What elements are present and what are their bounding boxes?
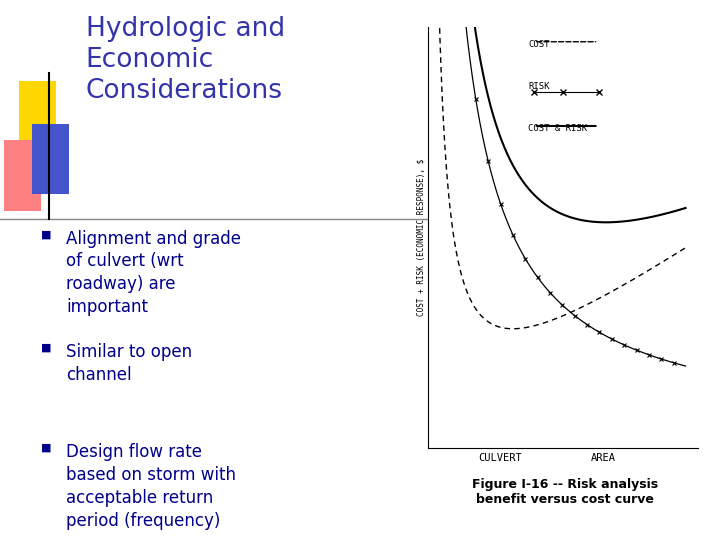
COST <box>580 302 589 309</box>
Text: COST & RISK: COST & RISK <box>528 124 588 133</box>
COST <box>621 281 629 287</box>
COST <box>681 245 690 251</box>
Y-axis label: COST + RISK (ECONOMIC RESPONSE), $: COST + RISK (ECONOMIC RESPONSE), $ <box>417 159 426 316</box>
Bar <box>4 140 41 211</box>
COST <box>546 318 555 324</box>
Line: RISK: RISK <box>436 0 688 368</box>
RISK <box>620 342 629 348</box>
COST & RISK <box>621 218 629 225</box>
COST & RISK <box>602 219 611 226</box>
RISK <box>580 319 588 326</box>
COST <box>508 326 517 332</box>
Text: Design flow rate
based on storm with
acceptable return
period (frequency): Design flow rate based on storm with acc… <box>66 443 236 530</box>
Bar <box>32 124 68 194</box>
Line: COST & RISK: COST & RISK <box>438 0 685 222</box>
RISK <box>599 332 608 338</box>
Text: COST: COST <box>528 39 550 49</box>
COST & RISK <box>546 205 554 211</box>
COST & RISK <box>580 217 588 224</box>
Bar <box>19 81 55 151</box>
COST <box>478 314 487 320</box>
COST <box>600 293 608 299</box>
Text: Similar to open
channel: Similar to open channel <box>66 343 192 384</box>
Text: ■: ■ <box>41 343 51 353</box>
RISK <box>546 290 554 296</box>
COST & RISK <box>478 68 487 74</box>
Text: ■: ■ <box>41 443 51 453</box>
RISK <box>681 363 690 369</box>
Text: Figure I-16 -- Risk analysis
benefit versus cost curve: Figure I-16 -- Risk analysis benefit ver… <box>472 478 658 506</box>
Text: Alignment and grade
of culvert (wrt
roadway) are
important: Alignment and grade of culvert (wrt road… <box>66 230 241 316</box>
Text: Hydrologic and
Economic
Considerations: Hydrologic and Economic Considerations <box>86 16 285 104</box>
COST & RISK <box>498 139 506 145</box>
Line: COST: COST <box>438 0 685 329</box>
Text: ■: ■ <box>41 230 51 240</box>
Text: RISK: RISK <box>528 82 550 91</box>
RISK <box>498 205 506 212</box>
COST & RISK <box>599 219 608 226</box>
COST & RISK <box>681 205 690 211</box>
COST <box>498 325 506 331</box>
RISK <box>478 132 487 138</box>
